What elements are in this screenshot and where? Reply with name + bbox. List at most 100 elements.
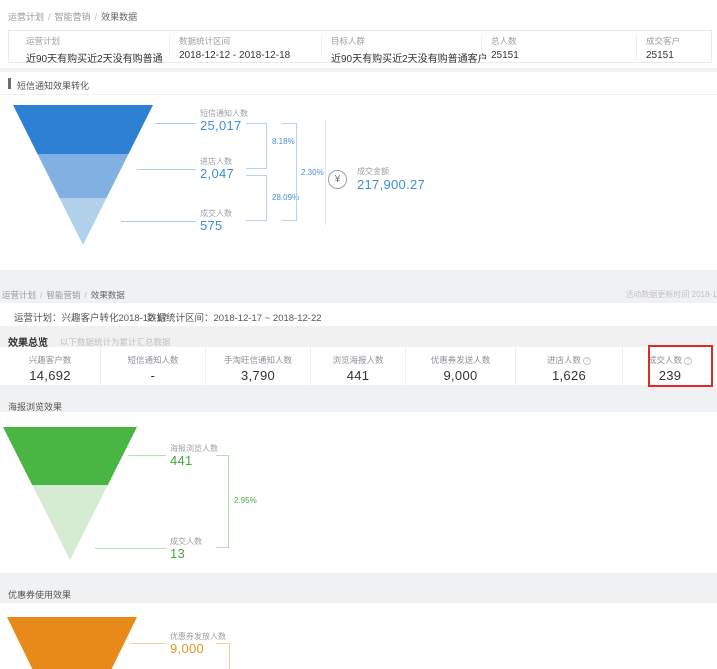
- stat-cell-interest-customers: 兴趣客户数 14,692: [0, 347, 100, 385]
- connector-line: [95, 548, 166, 549]
- stat-cell-store-visits: 进店人数? 1,626: [515, 347, 622, 385]
- field-plan: 运营计划 近90天有购买近2天没有购普通: [26, 31, 163, 65]
- metric-label: 成交人数: [200, 209, 232, 218]
- metric-label: 成交人数: [170, 537, 202, 546]
- field-value: 近90天有购买近2天没有购普通: [26, 54, 163, 65]
- stat-value: -: [150, 368, 156, 383]
- stat-cell-wangxin-notified: 手淘旺信通知人数 3,790: [205, 347, 310, 385]
- stat-value: 3,790: [240, 368, 276, 383]
- breadcrumb-item-marketing[interactable]: 智能营销: [54, 12, 91, 22]
- amount-value: 217,900.27: [357, 177, 426, 192]
- divider: [169, 35, 170, 60]
- breadcrumb-item-marketing[interactable]: 智能营销: [46, 290, 81, 300]
- stat-value: 441: [346, 368, 370, 383]
- stat-label: 兴趣客户数: [28, 355, 72, 365]
- coupon-funnel-card: 优惠券发放人数 9,000: [0, 603, 717, 669]
- field-label: 成交客户: [646, 36, 681, 46]
- bracket-overall: [216, 643, 230, 669]
- section-title: 短信通知效果转化: [17, 81, 90, 91]
- funnel-segment-deal: [59, 198, 107, 245]
- metric-value: 441: [170, 453, 193, 468]
- divider: [321, 35, 322, 60]
- info-icon[interactable]: ?: [684, 357, 692, 365]
- connector-line: [137, 169, 196, 170]
- stat-value: 14,692: [29, 368, 71, 383]
- funnel-segment-views: [3, 427, 137, 485]
- metric-value: 2,047: [200, 166, 235, 181]
- metric-label: 短信通知人数: [200, 109, 248, 118]
- connector-line: [121, 221, 196, 222]
- title-marker: [8, 78, 11, 89]
- metric-value: 13: [170, 546, 186, 561]
- overview-title: 效果总览: [8, 338, 48, 349]
- field-label: 总人数: [491, 36, 517, 46]
- breadcrumb-item-data: 效果数据: [90, 290, 125, 300]
- field-value: 2018-12-12 - 2018-12-18: [179, 50, 291, 61]
- section-title-coupon: 优惠券使用效果: [8, 590, 72, 600]
- breadcrumb: 运营计划 / 智能营销 / 效果数据: [8, 10, 137, 23]
- stat-value: 9,000: [443, 368, 478, 383]
- stat-label: 成交人数?: [623, 354, 717, 366]
- currency-icon: ¥: [328, 170, 347, 189]
- breadcrumb-separator: /: [94, 12, 98, 22]
- connector-line: [128, 455, 166, 456]
- field-target-audience: 目标人群 近90天有购买近2天没有购普通客户: [331, 31, 488, 65]
- breadcrumb-item-plan[interactable]: 运营计划: [2, 290, 37, 300]
- breadcrumb-separator: /: [40, 290, 43, 300]
- field-label: 目标人群: [331, 36, 366, 46]
- conversion-rate-overall: 2.30%: [301, 168, 324, 177]
- section-title-poster: 海报浏览效果: [8, 402, 63, 412]
- stat-label: 短信通知人数: [127, 355, 179, 365]
- conversion-rate-step2: 28.09%: [272, 193, 300, 202]
- bracket-step1: [246, 123, 267, 169]
- funnel-segment-coupons: [7, 617, 137, 669]
- stat-cell-coupons-sent: 优惠券发送人数 9,000: [405, 347, 515, 385]
- breadcrumb-separator: /: [84, 290, 87, 300]
- breadcrumb-item-plan[interactable]: 运营计划: [8, 12, 45, 22]
- stat-label: 浏览海报人数: [332, 355, 384, 365]
- breadcrumb-secondary: 运营计划 / 智能营销 / 效果数据: [2, 289, 125, 301]
- divider: [481, 35, 482, 60]
- metric-value: 575: [200, 218, 223, 233]
- overview-note: 以下数据统计为累计汇总数据: [60, 337, 171, 347]
- section-header: 短信通知效果转化: [0, 72, 717, 95]
- divider: [325, 120, 326, 225]
- coupon-funnel-chart: [7, 617, 137, 669]
- field-deal-customers: 成交客户 25151: [646, 31, 680, 61]
- plan-name: 运营计划：兴趣客户转化2018-12-17: [14, 313, 168, 324]
- funnel-segment-deal: [32, 485, 108, 560]
- stat-label: 进店人数?: [516, 354, 622, 366]
- breadcrumb-item-data: 效果数据: [101, 12, 138, 22]
- stat-cell-deals: 成交人数? 239: [622, 347, 717, 385]
- stats-table: 兴趣客户数 14,692 短信通知人数 - 手淘旺信通知人数 3,790 浏览海…: [0, 345, 717, 387]
- poster-funnel-card: 海报浏览人数 441 成交人数 13 2.95%: [0, 412, 717, 573]
- bracket-overall: [216, 455, 229, 548]
- field-value: 近90天有购买近2天没有购普通客户: [331, 54, 488, 65]
- sms-conversion-card: 短信通知效果转化 短信通知人数 25,017 进店人数 2,047 成交人数 5…: [0, 72, 717, 270]
- plan-summary-card: 运营计划：兴趣客户转化2018-12-17 数据统计区间：2018-12-17 …: [0, 303, 717, 326]
- field-value: 25151: [491, 50, 519, 61]
- stat-cell-poster-views: 浏览海报人数 441: [310, 347, 405, 385]
- bracket-overall: [282, 123, 297, 221]
- info-icon[interactable]: ?: [583, 357, 591, 365]
- field-value: 25151: [646, 50, 674, 61]
- date-range: 数据统计区间：2018-12-17 ~ 2018-12-22: [147, 313, 322, 324]
- breadcrumb-separator: /: [48, 12, 51, 22]
- field-total-people: 总人数 25151: [491, 31, 519, 61]
- sms-funnel-chart: [13, 105, 153, 245]
- conversion-rate-step1: 8.18%: [272, 137, 295, 146]
- update-time: 活动数据更新时间 2018-12: [625, 290, 717, 299]
- metric-label: 优惠券发放人数: [170, 632, 226, 641]
- metric-label: 进店人数: [200, 157, 232, 166]
- connector-line: [155, 123, 196, 124]
- bracket-step2: [246, 175, 267, 221]
- amount-label: 成交金额: [357, 167, 389, 176]
- stat-value: 1,626: [551, 368, 587, 383]
- metric-value: 9,000: [170, 641, 205, 656]
- metric-value: 25,017: [200, 118, 242, 133]
- connector-line: [130, 643, 166, 644]
- field-label: 运营计划: [26, 36, 61, 46]
- plan-info-card: 运营计划 近90天有购买近2天没有购普通 数据统计区间 2018-12-12 -…: [8, 30, 712, 65]
- poster-funnel-chart: [3, 427, 137, 560]
